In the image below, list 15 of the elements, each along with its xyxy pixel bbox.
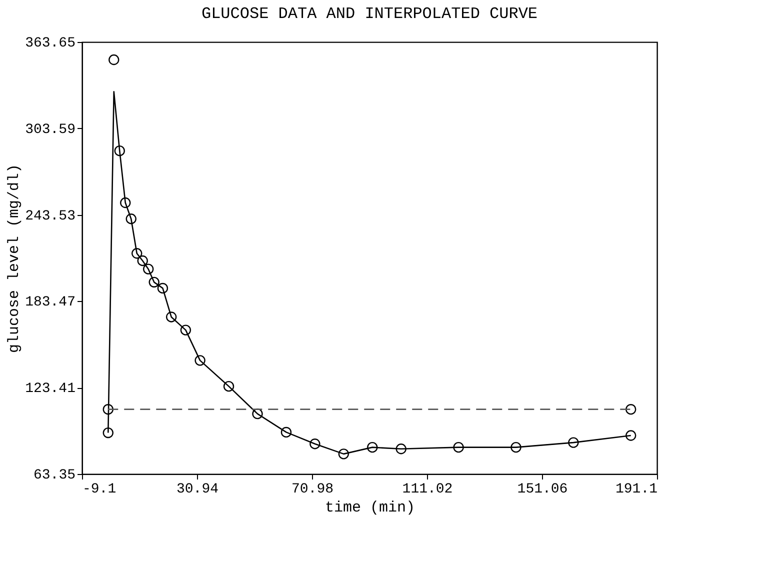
- x-tick-label: 30.94: [176, 482, 219, 498]
- x-tick-label: 70.98: [291, 482, 334, 498]
- y-tick-label: 123.41: [25, 381, 76, 398]
- x-tick-label: -9.1: [82, 482, 116, 498]
- x-tick-label: 111.02: [402, 482, 453, 498]
- y-axis-title: glucose level (mg/dl): [6, 164, 24, 354]
- x-tick-label: 151.06: [517, 482, 568, 498]
- y-tick-label: 363.65: [25, 36, 76, 52]
- y-tick-label: 63.35: [33, 468, 76, 484]
- y-tick-label: 243.53: [25, 208, 76, 224]
- x-axis-title: time (min): [324, 500, 416, 516]
- y-tick-label: 183.47: [25, 294, 76, 311]
- y-tick-label: 303.59: [25, 122, 76, 138]
- x-tick-label: 191.1: [615, 482, 658, 498]
- chart-title: GLUCOSE DATA AND INTERPOLATED CURVE: [201, 5, 538, 23]
